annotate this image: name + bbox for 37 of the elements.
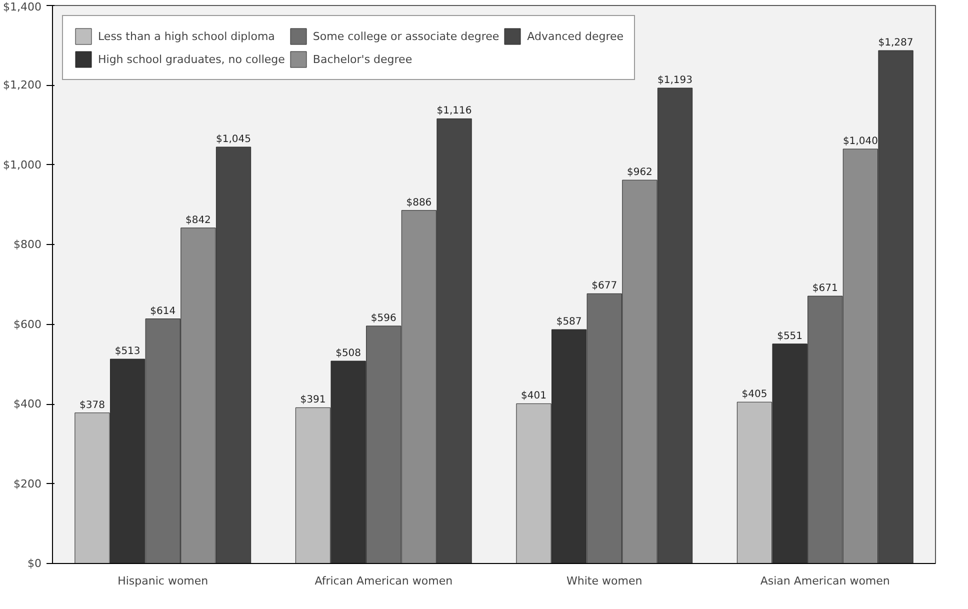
data-label: $1,287: [878, 38, 914, 49]
data-label: $886: [406, 197, 432, 208]
legend-label: Some college or associate degree: [312, 30, 500, 42]
data-label: $842: [185, 214, 211, 226]
data-label: $614: [150, 306, 176, 317]
legend-label: Less than a high school diploma: [98, 30, 275, 42]
data-label: $1,040: [842, 136, 878, 147]
data-label: $391: [300, 394, 326, 406]
y-tick-label: $1,200: [3, 78, 42, 92]
data-label: $1,045: [216, 134, 252, 145]
y-tick-label: $600: [14, 318, 42, 331]
data-label: $587: [556, 316, 582, 328]
y-tick-label: $1,400: [3, 0, 42, 14]
data-label: $513: [114, 346, 140, 358]
data-label: $677: [592, 280, 618, 292]
x-tick-label: White women: [566, 574, 642, 588]
x-tick-label: African American women: [314, 574, 453, 588]
y-tick-label: $1,000: [3, 158, 42, 172]
x-tick-label: Hispanic women: [118, 574, 208, 588]
y-tick-label: $200: [14, 477, 42, 490]
y-tick-label: $0: [28, 557, 42, 570]
x-tick-label: Asian American women: [760, 574, 890, 588]
legend-label: Bachelor's degree: [312, 52, 412, 66]
data-label: $1,193: [658, 75, 693, 86]
legend-label: High school graduates, no college: [98, 52, 285, 66]
data-label: $962: [626, 167, 652, 178]
legend-label: Advanced degree: [527, 30, 624, 42]
y-tick-label: $400: [14, 398, 42, 411]
data-label: $551: [777, 330, 803, 342]
data-label: $378: [80, 400, 105, 411]
data-label: $401: [521, 390, 546, 402]
data-label: $508: [336, 348, 362, 360]
data-label: $671: [812, 283, 838, 294]
data-label: $1,116: [436, 106, 472, 117]
y-tick-label: $800: [14, 238, 42, 252]
data-label: $596: [370, 312, 396, 324]
data-label: $405: [742, 389, 768, 400]
